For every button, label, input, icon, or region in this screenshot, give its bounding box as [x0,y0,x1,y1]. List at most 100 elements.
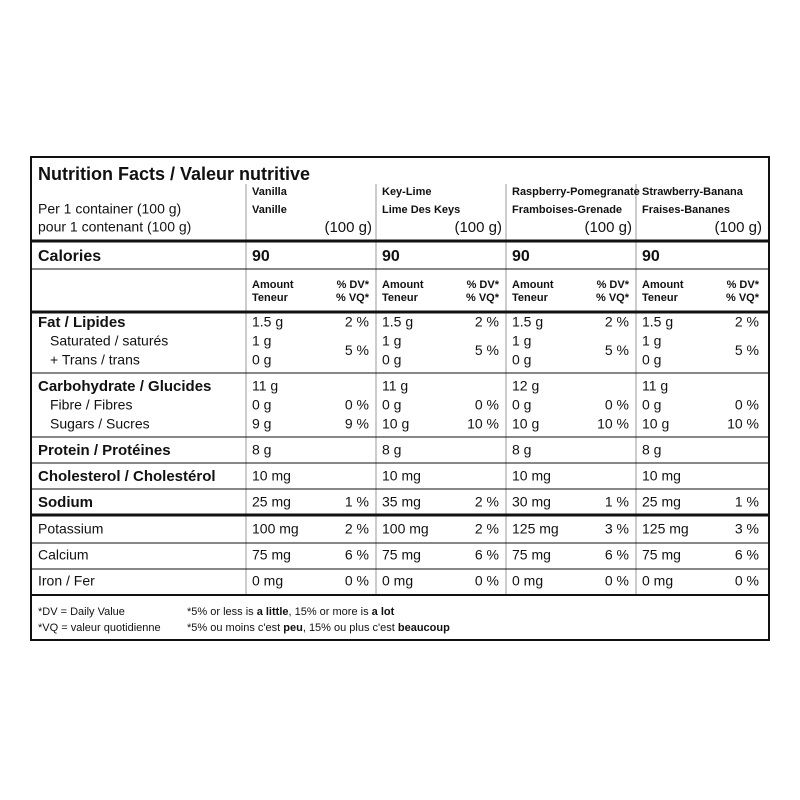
footnote: *VQ = valeur quotidienne [38,622,161,634]
nutrient-label: Saturated / saturés [50,333,168,349]
amount-header: Amount [642,279,684,291]
amount: 25 mg [252,494,291,510]
footnote-run: a lot [372,606,395,618]
amount: 8 g [252,442,271,458]
daily-value: 9 % [345,416,369,432]
footnote-run: *5% or less is [187,606,257,618]
amount: 1 g [382,333,401,349]
daily-value: 2 % [735,314,759,330]
amount: 1 g [512,333,531,349]
amount: 1.5 g [252,314,283,330]
footnote: *DV = Daily Value [38,606,125,618]
nutrient-label: Protein / Protéines [38,442,171,459]
daily-value: 10 % [597,416,629,432]
amount: 30 mg [512,494,551,510]
amount: 0 g [252,352,271,368]
amount: 8 g [382,442,401,458]
flavor-name-fr: Vanille [252,204,287,216]
nutrient-label: Sodium [38,494,93,511]
daily-value: 0 % [605,397,629,413]
flavor-serving: (100 g) [454,219,502,236]
flavor-name: Raspberry-Pomegranate [512,186,640,198]
daily-value: 0 % [735,397,759,413]
flavor-name-fr: Fraises-Bananes [642,204,730,216]
amount: 10 mg [642,468,681,484]
amount: 10 g [382,416,409,432]
flavor-serving: (100 g) [584,219,632,236]
daily-value: 5 % [735,342,759,358]
footnote-run: *5% ou moins c'est [187,622,283,634]
dv-header: % DV* [727,279,760,291]
daily-value: 10 % [467,416,499,432]
footnote-run: peu [283,622,303,634]
amount: 100 mg [382,521,429,537]
daily-value: 3 % [605,521,629,537]
dv-header-fr: % VQ* [726,292,760,304]
amount: 125 mg [642,521,689,537]
amount: 0 g [382,352,401,368]
daily-value: 6 % [735,547,759,563]
daily-value: 6 % [475,547,499,563]
daily-value: 6 % [345,547,369,563]
flavor-serving: (100 g) [714,219,762,236]
daily-value: 0 % [735,573,759,589]
flavor-name: Vanilla [252,186,288,198]
serving-text: pour 1 contenant (100 g) [38,219,191,235]
daily-value: 0 % [345,573,369,589]
amount: 35 mg [382,494,421,510]
amount: 0 g [512,352,531,368]
footnote-run: a little [257,606,289,618]
flavor-name-fr: Framboises-Grenade [512,204,622,216]
dv-header: % DV* [597,279,630,291]
flavor-name: Strawberry-Banana [642,186,744,198]
amount: 0 g [512,397,531,413]
daily-value: 5 % [345,342,369,358]
amount: 75 mg [642,547,681,563]
daily-value: 6 % [605,547,629,563]
nutrient-label: Calcium [38,547,89,563]
amount-header-fr: Teneur [642,292,679,304]
nutrient-label: Sugars / Sucres [50,416,150,432]
flavor-serving: (100 g) [324,219,372,236]
nutrient-label: Potassium [38,521,103,537]
amount: 1.5 g [382,314,413,330]
amount: 0 g [252,397,271,413]
amount: 1 g [252,333,271,349]
amount: 100 mg [252,521,299,537]
amount: 0 mg [512,573,543,589]
amount: 1 g [642,333,661,349]
amount-header: Amount [252,279,294,291]
amount: 1.5 g [642,314,673,330]
amount: 9 g [252,416,271,432]
amount: 25 mg [642,494,681,510]
footnote: *5% ou moins c'est peu, 15% ou plus c'es… [187,622,450,634]
amount: 0 g [382,397,401,413]
nutrient-label: Fat / Lipides [38,314,126,331]
calories-value: 90 [642,248,660,265]
dv-header: % DV* [337,279,370,291]
footnote: *5% or less is a little, 15% or more is … [187,606,395,618]
amount: 75 mg [382,547,421,563]
amount: 0 g [642,352,661,368]
calories-value: 90 [382,248,400,265]
amount: 75 mg [252,547,291,563]
daily-value: 0 % [605,573,629,589]
daily-value: 0 % [475,397,499,413]
amount: 1.5 g [512,314,543,330]
amount: 10 mg [252,468,291,484]
amount: 0 mg [252,573,283,589]
daily-value: 10 % [727,416,759,432]
amount-header-fr: Teneur [252,292,289,304]
footnote-run: , 15% ou plus c'est [303,622,398,634]
daily-value: 2 % [605,314,629,330]
daily-value: 5 % [605,342,629,358]
amount: 0 mg [642,573,673,589]
amount-header: Amount [382,279,424,291]
calories-label: Calories [38,248,101,265]
footnote-run: , 15% or more is [289,606,372,618]
daily-value: 2 % [475,494,499,510]
daily-value: 1 % [735,494,759,510]
amount: 10 g [642,416,669,432]
daily-value: 0 % [475,573,499,589]
